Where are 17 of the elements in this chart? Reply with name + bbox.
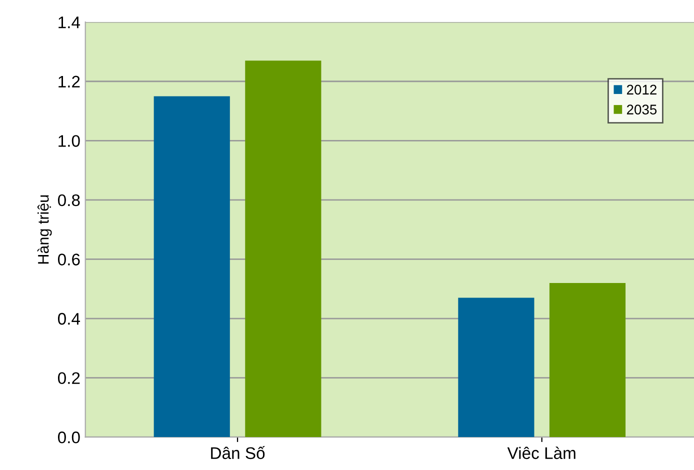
legend-label: 2012 — [626, 84, 656, 95]
bar — [458, 298, 534, 438]
y-tick-label: 0.2 — [58, 372, 80, 384]
bar — [549, 282, 626, 438]
bar — [245, 60, 322, 438]
legend-label: 2035 — [626, 104, 657, 114]
y-tick-label: 0.6 — [58, 254, 80, 266]
y-axis-title: Hàng triệu — [37, 195, 52, 264]
y-tick-label: 1.2 — [58, 76, 80, 88]
bar — [154, 96, 230, 438]
x-tick-label: Viêc Làm — [507, 446, 576, 460]
y-tick-label: 0.8 — [58, 194, 80, 206]
x-tick-label: Dân Số — [211, 446, 265, 460]
y-tick-label: 1.0 — [58, 135, 80, 147]
y-tick-label: 1.4 — [58, 16, 80, 28]
y-tick-label: 0.4 — [58, 312, 80, 325]
y-tick-label: 0.0 — [58, 432, 80, 444]
